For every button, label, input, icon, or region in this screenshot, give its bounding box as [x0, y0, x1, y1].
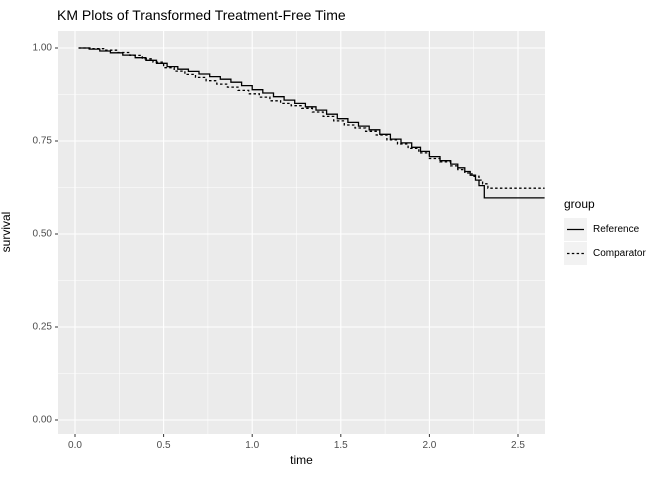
km-curve-comparator: [78, 47, 545, 189]
legend-title: group: [564, 197, 595, 211]
legend-item-comparator: Comparator: [564, 242, 646, 265]
x-tick-label: 2.5: [511, 440, 525, 451]
legend: group Reference Comparator: [564, 197, 646, 266]
x-tick-label: 0.0: [68, 440, 82, 451]
x-tick-label: 1.0: [245, 440, 260, 451]
y-tick-label: 0.75: [32, 135, 52, 147]
y-tick-label: 0.25: [32, 321, 52, 333]
legend-item-reference: Reference: [564, 218, 646, 241]
x-tick-label: 2.0: [422, 440, 437, 451]
panel-background: [58, 31, 545, 434]
plot-title: KM Plots of Transformed Treatment-Free T…: [57, 7, 346, 23]
y-tick-label: 0.00: [32, 414, 52, 426]
x-axis-title: time: [290, 453, 313, 467]
x-tick-label: 1.5: [333, 440, 348, 451]
legend-key-solid-line-icon: [564, 218, 587, 241]
y-tick-label: 0.50: [32, 228, 52, 240]
legend-label: Reference: [593, 224, 640, 235]
x-tick-label: 0.5: [156, 440, 171, 451]
legend-label: Comparator: [593, 248, 646, 259]
y-tick-label: 1.00: [32, 42, 52, 54]
y-axis-title: survival: [0, 211, 13, 253]
legend-key-dashed-line-icon: [564, 242, 587, 265]
